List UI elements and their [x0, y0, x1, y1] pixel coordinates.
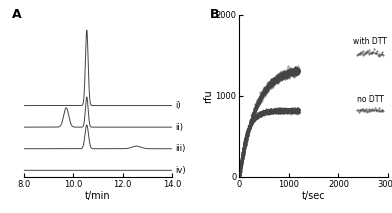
Text: iv): iv)	[175, 166, 186, 175]
Text: with DTT: with DTT	[353, 37, 387, 46]
X-axis label: t/sec: t/sec	[302, 191, 325, 201]
Text: ii): ii)	[175, 123, 183, 132]
Text: no DTT: no DTT	[357, 95, 384, 104]
Text: i): i)	[175, 101, 181, 110]
X-axis label: t/min: t/min	[85, 191, 111, 201]
Text: iii): iii)	[175, 144, 186, 153]
Text: B: B	[209, 9, 219, 22]
Y-axis label: rfu: rfu	[203, 89, 213, 103]
Text: A: A	[12, 9, 21, 22]
